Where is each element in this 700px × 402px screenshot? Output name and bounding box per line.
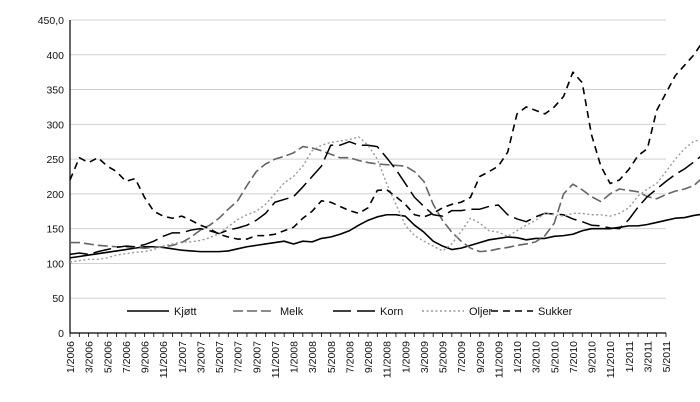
legend-label: Melk — [280, 306, 304, 318]
series-line-5 — [69, 44, 700, 240]
x-tick-label: 11/2010 — [605, 341, 617, 378]
x-tick-label: 1/2011 — [624, 341, 636, 372]
x-tick-label: 5/2009 — [438, 341, 450, 373]
series-line-3 — [69, 140, 700, 256]
y-tick-label: 200 — [46, 189, 64, 201]
x-tick-label: 1/2009 — [400, 341, 412, 373]
x-tick-label: 11/2006 — [158, 341, 170, 378]
x-tick-label: 3/2011 — [642, 341, 654, 372]
x-tick-label: 9/2008 — [363, 341, 375, 373]
x-tick-label: 5/2010 — [549, 341, 561, 373]
x-tick-label: 5/2007 — [214, 341, 226, 373]
legend: Kjøtt Melk Korn Oljer Sukker — [127, 306, 573, 318]
x-tick-label: 9/2006 — [140, 341, 152, 373]
x-tick-label: 3/2007 — [195, 341, 207, 373]
legend-label: Kjøtt — [174, 306, 197, 318]
x-tick-label: 3/2008 — [307, 341, 319, 373]
series-lines — [69, 44, 700, 263]
x-tick-label: 1/2007 — [177, 341, 189, 373]
x-tick-label: 9/2007 — [251, 341, 263, 373]
y-tick-label: 50 — [52, 293, 64, 305]
x-tick-label: 11/2008 — [382, 341, 394, 378]
x-tick-label: 9/2010 — [587, 341, 599, 373]
x-tick-label: 3/2006 — [84, 341, 96, 373]
x-tick-label: 1/2010 — [512, 341, 524, 373]
x-tick-label: 11/2009 — [493, 341, 505, 378]
series-line-1 — [69, 213, 700, 259]
x-tick-label: 9/2009 — [475, 341, 487, 373]
x-tick-label: 7/2010 — [568, 341, 580, 373]
x-tick-label: 7/2009 — [456, 341, 468, 373]
y-axis-ticks: 0 50 100 150 200 250 300 350 400 450,0 — [38, 15, 64, 340]
x-tick-label: 7/2008 — [344, 341, 356, 373]
y-tick-label: 450,0 — [38, 15, 64, 27]
y-tick-label: 250 — [46, 154, 64, 166]
x-tick-label: 5/2006 — [102, 341, 114, 373]
y-grid — [69, 19, 666, 334]
y-tick-label: 350 — [46, 85, 64, 97]
y-tick-label: 150 — [46, 224, 64, 236]
x-tick-label: 1/2008 — [289, 341, 301, 373]
x-tick-label: 7/2006 — [121, 341, 133, 373]
y-tick-label: 400 — [46, 50, 64, 62]
x-tick-label: 5/2008 — [326, 341, 338, 373]
x-tick-label: 3/2009 — [419, 341, 431, 373]
x-tick-label: 11/2007 — [270, 341, 282, 378]
x-axis-ticks: 1/2006 3/2006 5/2006 7/2006 9/2006 11/2006 1/2… — [65, 341, 673, 378]
legend-label: Oljer — [469, 306, 493, 318]
y-tick-label: 300 — [46, 119, 64, 131]
y-tick-label: 0 — [58, 328, 64, 340]
x-axis — [69, 333, 667, 337]
x-tick-label: 7/2007 — [233, 341, 245, 373]
x-tick-label: 3/2010 — [531, 341, 543, 373]
legend-label: Sukker — [538, 306, 573, 318]
x-tick-label: 1/2006 — [65, 341, 77, 373]
legend-label: Korn — [380, 306, 403, 318]
series-line-2 — [70, 145, 700, 253]
y-tick-label: 100 — [46, 258, 64, 270]
x-tick-label: 5/2011 — [661, 341, 673, 372]
